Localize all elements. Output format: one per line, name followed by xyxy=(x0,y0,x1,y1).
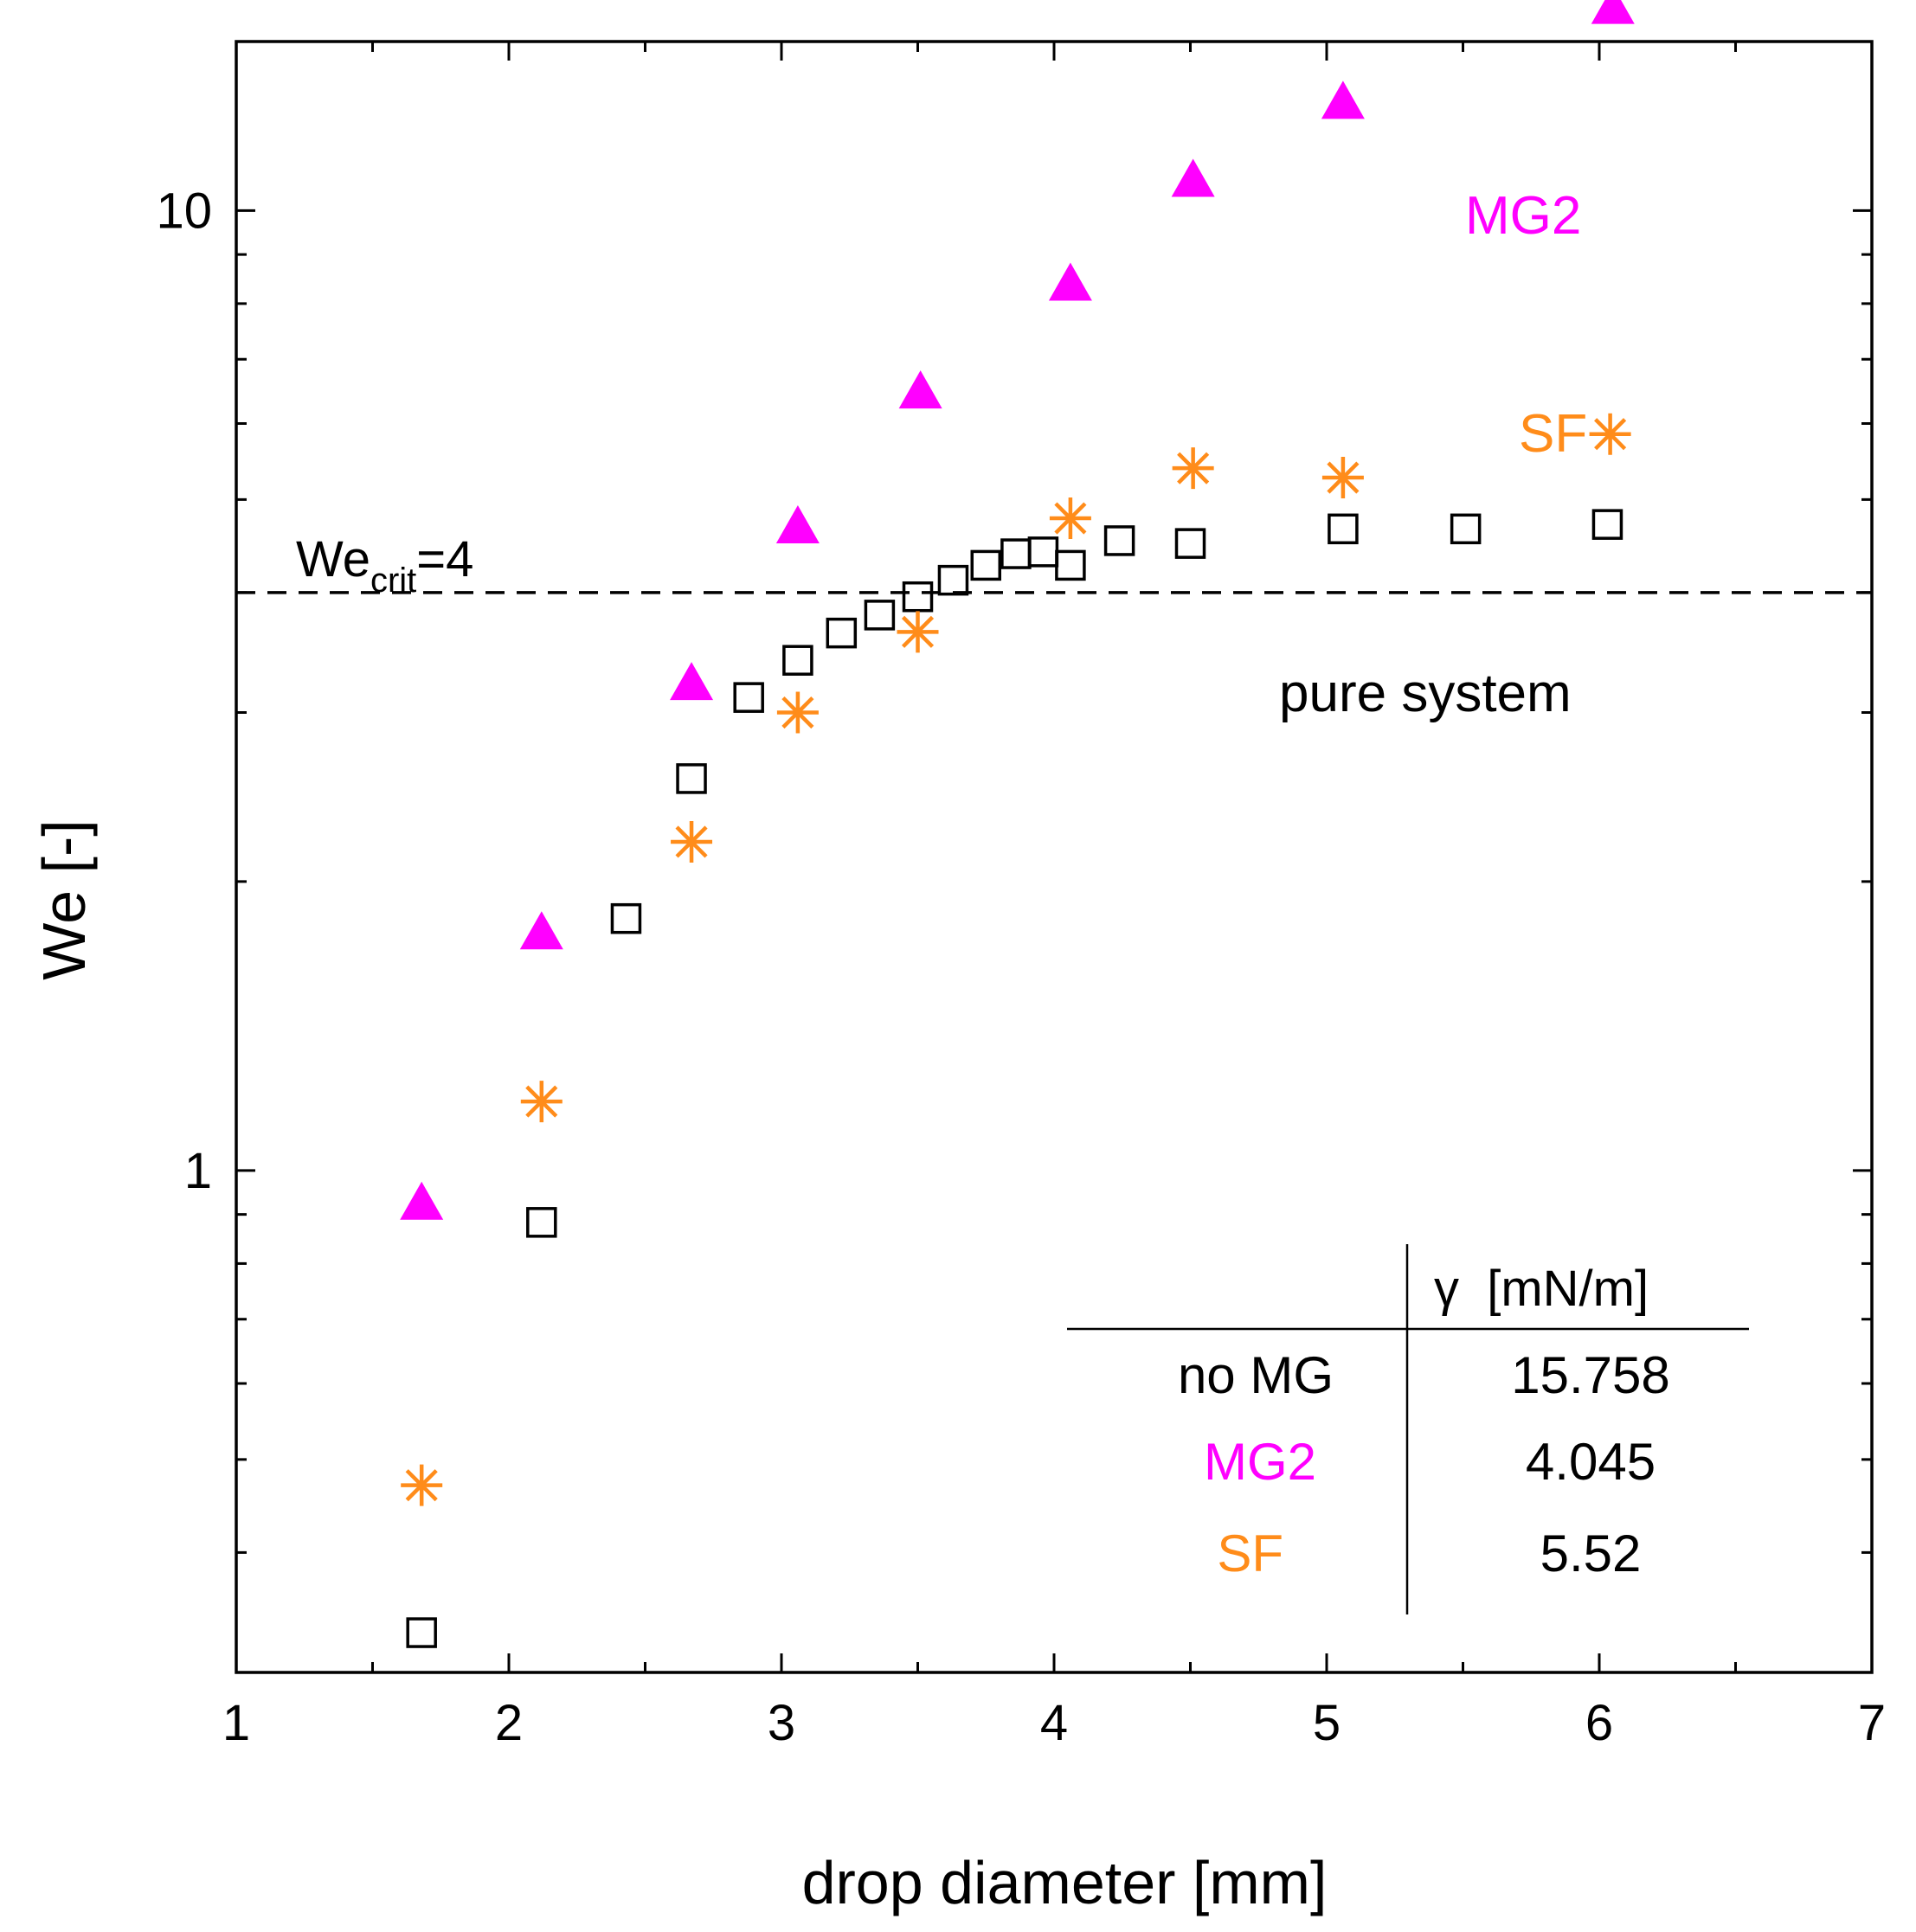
pure-system-annotation: pure system xyxy=(1279,664,1572,723)
table-row-name: MG2 xyxy=(1204,1433,1316,1491)
x-tick-label: 3 xyxy=(768,1695,795,1751)
pure-system-point xyxy=(782,645,813,676)
x-axis-label: drop diameter [mm] xyxy=(802,1849,1328,1916)
pure-system-point xyxy=(1591,509,1623,540)
x-tick-label: 7 xyxy=(1858,1695,1886,1751)
mg2-point xyxy=(400,1181,444,1220)
sf-point xyxy=(1321,457,1364,499)
x-tick-label: 2 xyxy=(495,1695,523,1751)
x-tick-label: 1 xyxy=(222,1695,250,1751)
sf-point xyxy=(671,820,713,863)
sf-point xyxy=(1049,497,1091,540)
sf-point-stroke xyxy=(405,1469,438,1502)
table-row-name: SF xyxy=(1217,1524,1283,1582)
pure-system-point xyxy=(676,763,707,794)
pure-system-point xyxy=(610,902,642,934)
sf-point-stroke xyxy=(901,615,935,648)
sf-point-stroke xyxy=(675,825,708,858)
mg2-point xyxy=(1591,0,1635,24)
mg2-annotation: MG2 xyxy=(1465,186,1581,246)
mg2-point xyxy=(519,911,563,950)
pure-system-point xyxy=(970,549,1001,581)
ticks-layer: 1 2 3 4 5 6 7 1 10 xyxy=(156,42,1886,1751)
we-crit-rest: =4 xyxy=(416,531,473,587)
sf-point-stroke xyxy=(1177,452,1210,485)
chart-text-layer: drop diameter [mm] We [-] Wecrit=4 MG2 S… xyxy=(30,186,1749,1916)
table-row-value: 5.52 xyxy=(1540,1524,1642,1582)
y-axis-label: We [-] xyxy=(30,819,98,979)
pure-system-point xyxy=(733,682,764,713)
pure-system-point xyxy=(1328,513,1359,545)
data-marks-layer xyxy=(400,0,1635,1648)
x-tick-label: 5 xyxy=(1313,1695,1341,1751)
plot-frame xyxy=(235,40,1874,1674)
pure-system-point xyxy=(1450,513,1482,545)
sf-point xyxy=(401,1464,443,1506)
sf-point-stroke xyxy=(781,696,814,729)
sf-point-stroke xyxy=(1327,461,1360,494)
table-row-name: no MG xyxy=(1178,1346,1334,1404)
sf-point xyxy=(897,611,939,653)
pure-system-point xyxy=(1174,528,1206,559)
pure-system-point xyxy=(1055,549,1086,581)
x-tick-label: 4 xyxy=(1040,1695,1068,1751)
mg2-point xyxy=(898,370,942,409)
mg2-point xyxy=(1321,80,1365,119)
pure-system-point xyxy=(937,564,969,596)
we-crit-sub: crit xyxy=(370,562,416,600)
sf-point xyxy=(520,1081,563,1123)
sf-point-stroke xyxy=(525,1085,558,1118)
sf-point-stroke xyxy=(1594,418,1627,451)
sf-point xyxy=(1172,447,1214,490)
sf-point xyxy=(776,691,819,734)
x-tick-label: 6 xyxy=(1585,1695,1613,1751)
pure-system-point xyxy=(406,1617,437,1648)
sf-point xyxy=(1589,413,1631,455)
we-crit-label: Wecrit=4 xyxy=(296,531,473,600)
pure-system-point xyxy=(1027,536,1059,568)
mg2-point xyxy=(670,662,714,701)
mg2-point xyxy=(775,505,820,544)
we-crit-main: We xyxy=(296,531,370,587)
sf-annotation: SF xyxy=(1519,404,1587,464)
pure-system-point xyxy=(826,617,858,649)
table-row-value: 4.045 xyxy=(1526,1433,1656,1491)
y-tick-label: 10 xyxy=(156,183,212,239)
mg2-point xyxy=(1171,158,1215,197)
sf-point-stroke xyxy=(1054,502,1087,535)
table-row-value: 15.758 xyxy=(1511,1346,1670,1404)
y-tick-label: 1 xyxy=(184,1143,212,1199)
pure-system-point xyxy=(1000,538,1032,569)
pure-system-point xyxy=(1103,525,1135,556)
table-header-gamma: γ [mN/m] xyxy=(1434,1261,1649,1317)
pure-system-point xyxy=(902,581,934,613)
pure-system-point xyxy=(864,600,896,631)
inset-table: γ [mN/m] no MG 15.758 MG2 4.045 SF 5.52 xyxy=(1067,1244,1749,1614)
pure-system-point xyxy=(526,1207,557,1238)
mg2-point xyxy=(1048,262,1092,301)
